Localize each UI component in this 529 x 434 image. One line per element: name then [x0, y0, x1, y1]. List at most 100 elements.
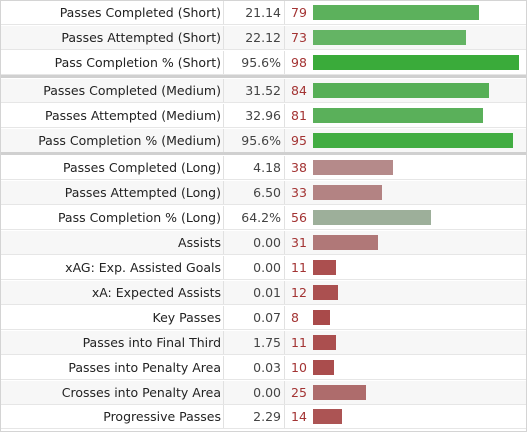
- percentile-bar: [313, 260, 336, 275]
- stat-value: 0.00: [224, 380, 285, 404]
- percentile-bar: [313, 409, 342, 425]
- stat-label: Pass Completion % (Medium): [1, 128, 224, 152]
- percentile-value: 31: [291, 235, 307, 251]
- stat-label: Passes Attempted (Medium): [1, 103, 224, 127]
- table-row: Passes Completed (Short) 21.14 79: [1, 1, 526, 25]
- table-row: Progressive Passes 2.29 14: [1, 405, 526, 430]
- stat-label: xA: Expected Assists: [1, 280, 224, 304]
- percentile-value: 73: [291, 29, 307, 45]
- table-row: Pass Completion % (Medium) 95.6% 95: [1, 128, 526, 153]
- percentile-value: 11: [291, 334, 307, 350]
- table-row: Crosses into Penalty Area 0.00 25: [1, 380, 526, 405]
- stat-label: Passes Completed (Long): [1, 156, 224, 180]
- percentile-bar: [313, 309, 330, 325]
- percentile-bar: [313, 235, 378, 251]
- stat-value: 1.75: [224, 330, 285, 354]
- table-row: Pass Completion % (Long) 64.2% 56: [1, 206, 526, 231]
- stat-value: 31.52: [224, 78, 285, 102]
- percentile-bar: [313, 82, 489, 98]
- stat-value: 22.12: [224, 25, 285, 49]
- percentile-value: 14: [291, 409, 307, 425]
- percentile-bar-track: [313, 5, 523, 20]
- percentile-bar: [313, 334, 336, 350]
- table-row: Key Passes 0.07 8: [1, 305, 526, 330]
- stat-value: 32.96: [224, 103, 285, 127]
- stat-value: 95.6%: [224, 128, 285, 152]
- percentile-bar-track: [313, 384, 523, 400]
- section-divider: [1, 74, 526, 78]
- stat-label: Passes Attempted (Long): [1, 181, 224, 205]
- percentile-bar: [313, 160, 393, 176]
- percentile-bar: [313, 384, 366, 400]
- table-row: Pass Completion % (Short) 95.6% 98: [1, 50, 526, 75]
- table-row: Passes Completed (Long) 4.18 38: [1, 156, 526, 181]
- table-row: Passes into Final Third 1.75 11: [1, 330, 526, 355]
- stat-label: Passes Completed (Short): [1, 1, 224, 24]
- percentile-bar-track: [313, 284, 523, 300]
- stat-value: 0.03: [224, 355, 285, 379]
- stat-label: Key Passes: [1, 305, 224, 329]
- percentile-bar-track: [313, 359, 523, 375]
- percentile-value: 84: [291, 82, 307, 98]
- percentile-bar-track: [313, 235, 523, 251]
- table-row: xA: Expected Assists 0.01 12: [1, 280, 526, 305]
- percentile-value: 25: [291, 384, 307, 400]
- stat-value: 21.14: [224, 1, 285, 24]
- percentile-bar: [313, 132, 513, 148]
- table-row: Passes Attempted (Medium) 32.96 81: [1, 103, 526, 128]
- stat-value: 95.6%: [224, 50, 285, 74]
- percentile-bar-track: [313, 54, 523, 70]
- section-divider: [1, 152, 526, 156]
- percentile-bar-track: [313, 107, 523, 123]
- stat-label: Passes into Penalty Area: [1, 355, 224, 379]
- percentile-value: 98: [291, 54, 307, 70]
- percentile-value: 38: [291, 160, 307, 176]
- table-row: Assists 0.00 31: [1, 231, 526, 256]
- percentile-bar: [313, 54, 519, 70]
- stat-value: 0.01: [224, 280, 285, 304]
- stat-value: 0.00: [224, 256, 285, 279]
- percentile-value: 8: [291, 309, 299, 325]
- stat-label: Assists: [1, 231, 224, 255]
- table-row: Passes Attempted (Long) 6.50 33: [1, 181, 526, 206]
- percentile-bar-track: [313, 210, 523, 226]
- stat-label: Pass Completion % (Short): [1, 50, 224, 74]
- stat-label: xAG: Exp. Assisted Goals: [1, 256, 224, 279]
- percentile-bar-track: [313, 29, 523, 45]
- percentile-value: 56: [291, 210, 307, 226]
- table-row: xAG: Exp. Assisted Goals 0.00 11: [1, 256, 526, 280]
- percentile-bar-track: [313, 260, 523, 275]
- percentile-value: 95: [291, 132, 307, 148]
- percentile-bar-track: [313, 132, 523, 148]
- percentile-bar: [313, 185, 382, 201]
- percentile-bar: [313, 359, 334, 375]
- stat-value: 0.00: [224, 231, 285, 255]
- percentile-value: 81: [291, 107, 307, 123]
- stat-value: 6.50: [224, 181, 285, 205]
- table-row: Passes Completed (Medium) 31.52 84: [1, 78, 526, 103]
- percentile-bar: [313, 5, 479, 20]
- stat-label: Pass Completion % (Long): [1, 206, 224, 230]
- percentile-bar-track: [313, 160, 523, 176]
- percentile-bar: [313, 210, 431, 226]
- stat-label: Passes Completed (Medium): [1, 78, 224, 102]
- percentile-value: 11: [291, 260, 307, 275]
- table-row: Passes Attempted (Short) 22.12 73: [1, 25, 526, 50]
- percentile-bar: [313, 29, 466, 45]
- percentile-value: 33: [291, 185, 307, 201]
- percentile-bar-track: [313, 309, 523, 325]
- stat-value: 4.18: [224, 156, 285, 180]
- percentile-value: 12: [291, 284, 307, 300]
- percentile-value: 79: [291, 5, 307, 20]
- table-row: Passes into Penalty Area 0.03 10: [1, 355, 526, 380]
- percentile-bar-track: [313, 82, 523, 98]
- percentile-bar-track: [313, 409, 523, 425]
- stat-label: Passes Attempted (Short): [1, 25, 224, 49]
- percentile-bar-track: [313, 334, 523, 350]
- stat-label: Crosses into Penalty Area: [1, 380, 224, 404]
- stat-value: 0.07: [224, 305, 285, 329]
- stat-value: 64.2%: [224, 206, 285, 230]
- percentile-bar: [313, 284, 338, 300]
- percentile-value: 10: [291, 359, 307, 375]
